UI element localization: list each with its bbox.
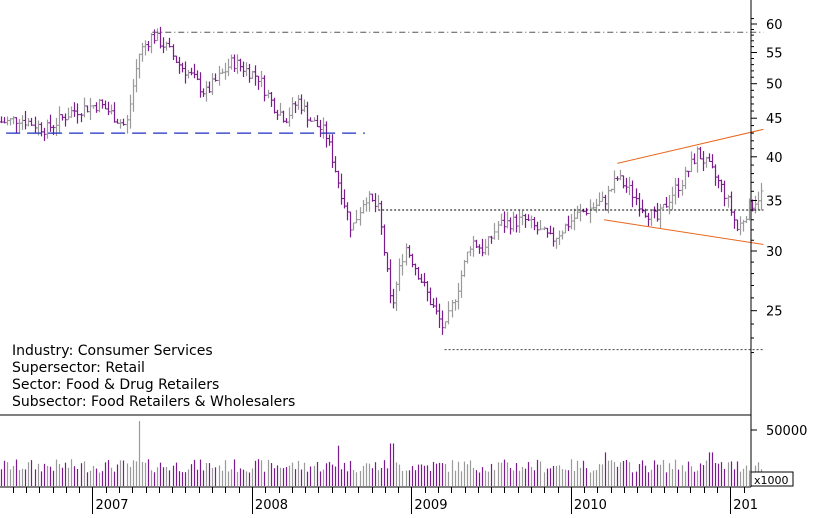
- price-ticks: 25 30 35 40 45 50 55 60: [751, 18, 783, 354]
- volume-bars: [0, 421, 763, 486]
- volume-unit-label: x1000: [754, 474, 789, 487]
- year-label: 201: [733, 498, 758, 513]
- info-sector: Sector: Food & Drug Retailers: [12, 377, 219, 393]
- price-tick-label: 60: [766, 18, 783, 33]
- info-subsector: Subsector: Food Retailers & Wholesalers: [12, 394, 295, 410]
- year-label: 2009: [414, 498, 447, 513]
- volume-unit-box: [750, 471, 794, 487]
- price-tick-label: 45: [766, 112, 783, 127]
- info-legend: Industry: Consumer Services Supersector:…: [12, 343, 295, 410]
- price-tick-label: 30: [766, 245, 783, 260]
- price-tick-label: 50: [766, 78, 783, 93]
- info-industry: Industry: Consumer Services: [12, 343, 213, 359]
- year-label: 2007: [95, 498, 128, 513]
- price-tick-label: 25: [766, 305, 783, 320]
- price-tick-label: 40: [766, 151, 783, 166]
- reference-lines: [6, 31, 764, 351]
- info-supersector: Supersector: Retail: [12, 360, 145, 376]
- volume-axis: 50000 x1000: [750, 424, 807, 487]
- year-label: 2008: [255, 498, 288, 513]
- year-label: 2010: [574, 498, 607, 513]
- volume-tick-label: 50000: [766, 424, 807, 439]
- axes: [0, 0, 752, 488]
- time-ticks: 2007 2008 2009 2010 201: [13, 487, 758, 514]
- price-tick-label: 35: [766, 195, 783, 210]
- reference-line: [603, 219, 764, 245]
- price-tick-label: 55: [766, 46, 783, 61]
- price-bars: [0, 26, 764, 335]
- reference-line: [617, 128, 764, 164]
